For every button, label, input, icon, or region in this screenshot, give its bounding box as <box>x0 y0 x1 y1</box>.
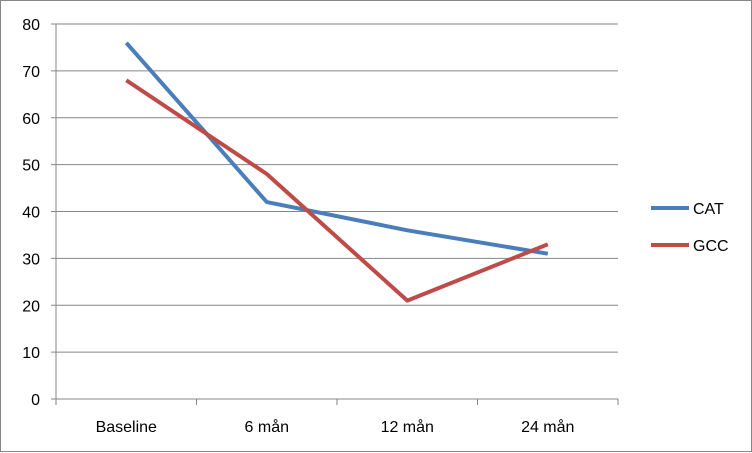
legend-label-gcc: GCC <box>693 238 729 255</box>
gridlines <box>56 24 618 352</box>
y-tick-label: 30 <box>22 251 40 268</box>
y-tick-label: 40 <box>22 205 40 222</box>
y-axis-tick-labels: 0 10 20 30 40 50 60 70 80 <box>22 17 40 409</box>
x-axis-tick-labels: Baseline 6 mån 12 mån 24 mån <box>96 418 575 436</box>
y-tick-label: 70 <box>22 64 40 81</box>
x-tick-label: 24 mån <box>521 418 574 436</box>
x-tick-label: 12 mån <box>381 418 434 436</box>
legend: CAT GCC <box>651 201 729 255</box>
y-tick-label: 20 <box>22 298 40 315</box>
series-line-cat <box>126 43 548 254</box>
y-tick-label: 50 <box>22 158 40 175</box>
y-tick-label: 10 <box>22 345 40 362</box>
series-lines <box>126 43 548 301</box>
y-tick-label: 60 <box>22 111 40 128</box>
y-tick-label: 0 <box>31 392 40 409</box>
legend-label-cat: CAT <box>693 201 724 218</box>
x-tick-label: 6 mån <box>245 418 289 436</box>
y-tick-label: 80 <box>22 17 40 34</box>
x-tick-label: Baseline <box>96 419 157 436</box>
